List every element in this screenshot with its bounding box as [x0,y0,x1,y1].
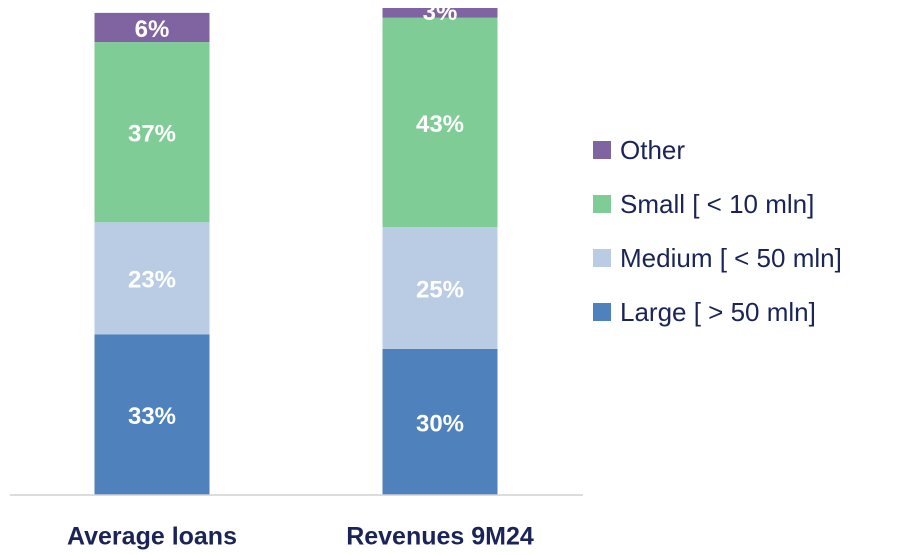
bar-segment [382,348,498,495]
bar-segment [382,227,498,349]
bar-segment [382,8,498,18]
bar-segment [94,12,210,43]
data-label: 43% [416,111,464,138]
legend-swatch [593,141,611,159]
bar-segment [94,334,210,495]
legend-label: Other [620,135,685,165]
data-label: 30% [416,410,464,437]
legend-label: Medium [ < 50 mln] [620,243,842,273]
x-tick-label: Revenues 9M24 [346,523,534,551]
data-label: 33% [128,403,176,430]
legend-swatch [593,303,611,321]
data-label: 37% [128,121,176,148]
data-label: 25% [416,276,464,303]
x-tick-label: Average loans [67,523,237,551]
legend-swatch [593,195,611,213]
legend-label: Small [ < 10 mln] [620,189,814,219]
legend-label: Large [ > 50 mln] [620,297,816,327]
bar-segment [94,42,210,223]
data-label: 23% [128,267,176,294]
data-label: 6% [135,16,170,43]
legend-swatch [593,249,611,267]
data-label: 3% [423,0,458,26]
bar-segment [382,17,498,228]
plot: 33% 23% 37% 6% 30% 25% 43% 3% [94,0,498,495]
bar-segment [94,222,210,335]
